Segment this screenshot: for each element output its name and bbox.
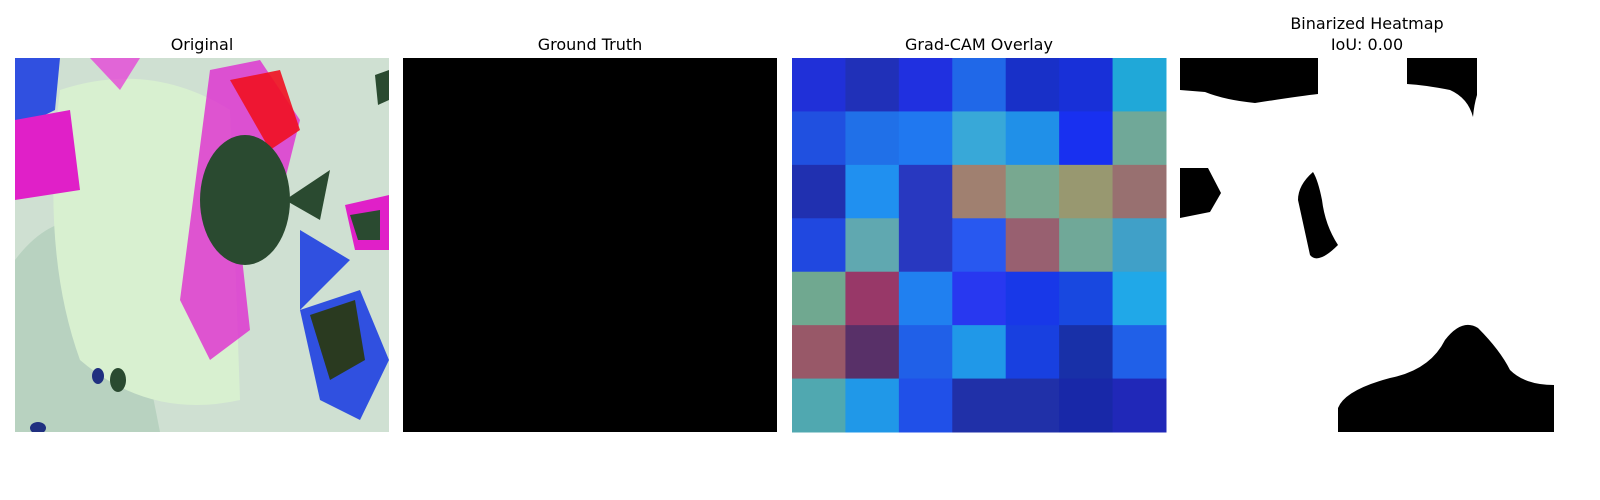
heatmap-cell bbox=[1112, 218, 1167, 273]
heatmap-cell bbox=[1112, 325, 1167, 380]
heatmap-cell bbox=[845, 164, 900, 219]
panel-title: Original bbox=[171, 35, 234, 54]
heatmap-cell bbox=[1005, 58, 1060, 112]
heatmap-cell bbox=[898, 271, 953, 326]
panel-title: Grad-CAM Overlay bbox=[905, 35, 1053, 54]
heatmap-cell bbox=[898, 164, 953, 219]
heatmap-cell bbox=[1059, 378, 1114, 433]
heatmap-cell bbox=[845, 378, 900, 433]
heatmap-cell bbox=[1059, 325, 1114, 380]
heatmap-cell bbox=[1005, 164, 1060, 219]
heatmap-cell bbox=[952, 325, 1007, 380]
panel-subtitle: IoU: 0.00 bbox=[1331, 35, 1403, 54]
heatmap-cell bbox=[1059, 218, 1114, 273]
heatmap-cell bbox=[898, 58, 953, 112]
heatmap-cell bbox=[792, 271, 846, 326]
heatmap-cell bbox=[792, 58, 846, 112]
heatmap-cell bbox=[792, 378, 846, 433]
heatmap-cell bbox=[898, 218, 953, 273]
heatmap-cell bbox=[952, 218, 1007, 273]
heatmap-cell bbox=[898, 378, 953, 433]
heatmap-cell bbox=[845, 218, 900, 273]
gradcam-image bbox=[792, 58, 1167, 433]
heatmap-cell bbox=[1112, 164, 1167, 219]
heatmap-cell bbox=[792, 111, 846, 166]
panel-title: Ground Truth bbox=[538, 35, 643, 54]
heatmap-cell bbox=[845, 58, 900, 112]
heatmap-cell bbox=[1112, 271, 1167, 326]
heatmap-cell bbox=[1005, 271, 1060, 326]
heatmap-cell bbox=[898, 325, 953, 380]
heatmap-cell bbox=[952, 271, 1007, 326]
heatmap-cell bbox=[845, 271, 900, 326]
panel-title: Binarized Heatmap bbox=[1290, 14, 1443, 33]
heatmap-cell bbox=[1059, 58, 1114, 112]
heatmap-cell bbox=[1059, 164, 1114, 219]
heatmap-cell bbox=[1005, 378, 1060, 433]
heatmap-cell bbox=[792, 325, 846, 380]
heatmap-cell bbox=[1005, 111, 1060, 166]
heatmap-cell bbox=[952, 111, 1007, 166]
heatmap-cell bbox=[1112, 111, 1167, 166]
heatmap-cell bbox=[1112, 58, 1167, 112]
heatmap-cell bbox=[1005, 218, 1060, 273]
heatmap-cell bbox=[792, 218, 846, 273]
heatmap-cell bbox=[1059, 111, 1114, 166]
ground-truth-image bbox=[403, 58, 777, 432]
heatmap-cell bbox=[952, 58, 1007, 112]
heatmap-cell bbox=[845, 111, 900, 166]
heatmap-cell bbox=[792, 164, 846, 219]
heatmap-cell bbox=[1005, 325, 1060, 380]
heatmap-cell bbox=[898, 111, 953, 166]
heatmap-cell bbox=[1059, 271, 1114, 326]
heatmap-cell bbox=[952, 164, 1007, 219]
original-image bbox=[15, 58, 389, 432]
heatmap-cell bbox=[845, 325, 900, 380]
binarized-image bbox=[1180, 58, 1554, 432]
heatmap-cell bbox=[1112, 378, 1167, 433]
heatmap-cell bbox=[952, 378, 1007, 433]
